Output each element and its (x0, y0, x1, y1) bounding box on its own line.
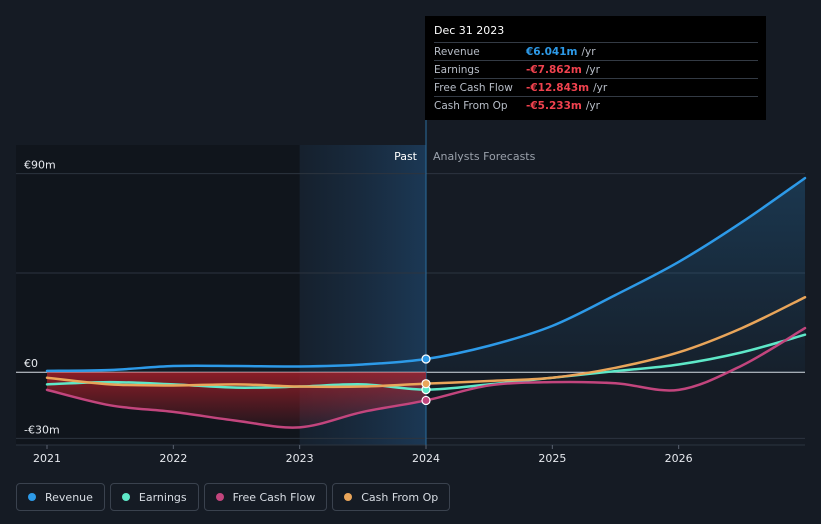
x-tick-label: 2023 (286, 452, 314, 465)
past-label: Past (394, 150, 418, 163)
area-revenue (47, 178, 805, 373)
legend-item-free-cash-flow[interactable]: Free Cash Flow (203, 483, 328, 511)
x-tick-label: 2021 (33, 452, 61, 465)
x-tick-label: 2022 (159, 452, 187, 465)
tooltip-label: Free Cash Flow (434, 81, 513, 94)
tooltip-value: -€12.843m (526, 81, 590, 94)
tooltip-unit: /yr (581, 45, 596, 58)
y-tick-label: -€30m (24, 423, 60, 436)
tooltip-unit: /yr (585, 99, 600, 112)
legend-label: Revenue (45, 490, 93, 504)
tooltip-value: -€5.233m (526, 99, 582, 112)
tooltip-label: Cash From Op (434, 99, 508, 112)
legend-item-earnings[interactable]: Earnings (109, 483, 199, 511)
tooltip-unit: /yr (593, 81, 608, 94)
x-tick-label: 2025 (538, 452, 566, 465)
marker-revenue (421, 354, 431, 364)
legend-dot-icon (28, 493, 36, 501)
tooltip-value: -€7.862m (526, 63, 582, 76)
legend-label: Free Cash Flow (232, 490, 316, 504)
line-revenue (45, 176, 807, 373)
tooltip: Dec 31 2023 Revenue €6.041m /yr Earnings… (425, 16, 766, 120)
legend-dot-icon (215, 493, 224, 501)
tooltip-row-revenue: Revenue €6.041m /yr (434, 42, 758, 60)
y-tick-label: €0 (24, 357, 38, 370)
tooltip-value: €6.041m (526, 45, 578, 58)
legend-label: Earnings (138, 490, 187, 504)
tooltip-row-cash-from-op: Cash From Op -€5.233m /yr (434, 96, 758, 114)
tooltip-row-earnings: Earnings -€7.862m /yr (434, 60, 758, 78)
tooltip-row-free-cash-flow: Free Cash Flow -€12.843m /yr (434, 78, 758, 96)
tooltip-date: Dec 31 2023 (434, 24, 505, 37)
y-tick-label: €90m (24, 159, 56, 172)
marker-cash-from-op (421, 379, 431, 389)
forecast-label: Analysts Forecasts (433, 150, 536, 163)
legend-label: Cash From Op (361, 490, 439, 504)
x-tick-label: 2026 (665, 452, 693, 465)
marker-free-cash-flow (421, 395, 431, 406)
legend-item-revenue[interactable]: Revenue (16, 483, 105, 511)
legend: Revenue Earnings Free Cash Flow Cash Fro… (16, 483, 451, 511)
tooltip-label: Revenue (434, 45, 480, 58)
tooltip-label: Earnings (434, 63, 480, 76)
legend-dot-icon (344, 493, 353, 501)
legend-dot-icon (121, 493, 130, 501)
legend-item-cash-from-op[interactable]: Cash From Op (332, 483, 451, 511)
x-tick-label: 2024 (412, 452, 440, 465)
tooltip-unit: /yr (585, 63, 600, 76)
